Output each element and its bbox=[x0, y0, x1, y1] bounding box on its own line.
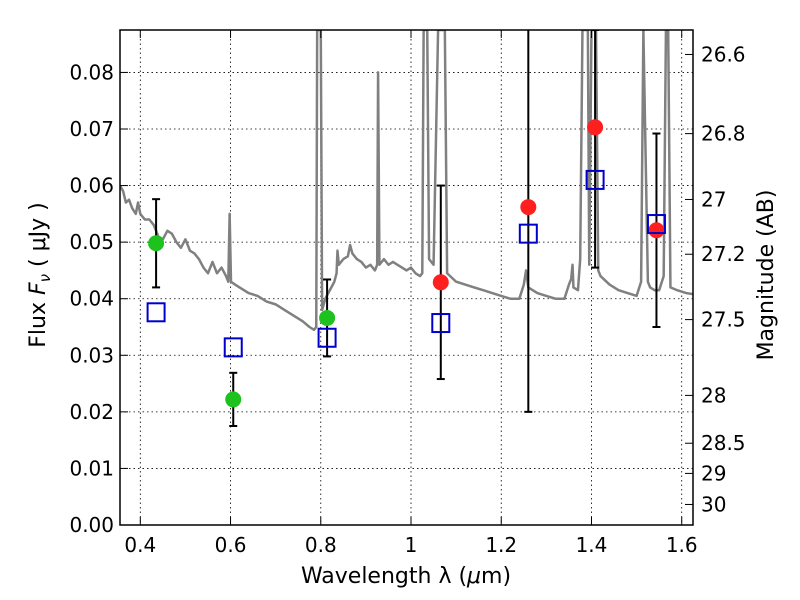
y-tick-label: 0.07 bbox=[69, 117, 114, 141]
y-tick-label: 0.03 bbox=[69, 343, 114, 367]
data-point-circle bbox=[648, 222, 665, 239]
data-point-circle bbox=[520, 199, 537, 216]
x-tick-label: 1 bbox=[405, 533, 418, 557]
data-point-square bbox=[223, 337, 243, 358]
y-tick-label: 0.05 bbox=[69, 230, 114, 254]
data-point-square bbox=[646, 214, 666, 235]
y2-tick-label: 26.6 bbox=[701, 42, 746, 66]
x-tick-label: 0.8 bbox=[305, 533, 337, 557]
data-point-circle bbox=[148, 235, 165, 252]
data-point-circle bbox=[225, 391, 242, 408]
y2-axis-label: Magnitude (AB) bbox=[754, 190, 779, 361]
y-tick-label: 0.08 bbox=[69, 60, 114, 84]
y-tick-label: 0.01 bbox=[69, 456, 114, 480]
model-spectrum-line bbox=[120, 30, 693, 332]
y-tick-label: 0.00 bbox=[69, 513, 114, 537]
data-point-circle bbox=[432, 274, 449, 291]
x-tick-label: 1.6 bbox=[666, 533, 698, 557]
data-layer bbox=[120, 30, 693, 427]
data-point-square bbox=[146, 302, 166, 323]
y2-tick-label: 27.5 bbox=[701, 308, 746, 332]
data-point-circle bbox=[319, 309, 336, 326]
x-tick-label: 0.6 bbox=[215, 533, 247, 557]
y-tick-label: 0.04 bbox=[69, 287, 114, 311]
data-point-circle bbox=[587, 119, 604, 136]
y-tick-label: 0.06 bbox=[69, 174, 114, 198]
data-point-square bbox=[431, 313, 451, 334]
data-point-square bbox=[518, 223, 538, 244]
y-axis-label: Flux Fν ( μJy ) bbox=[26, 202, 54, 347]
x-tick-label: 0.4 bbox=[124, 533, 156, 557]
x-tick-label: 1.4 bbox=[576, 533, 608, 557]
axes-frame bbox=[119, 29, 694, 526]
x-tick-label: 1.2 bbox=[485, 533, 517, 557]
y2-tick-label: 26.8 bbox=[701, 122, 746, 146]
y2-tick-label: 28.5 bbox=[701, 431, 746, 455]
plot-area: 0.4 0.6 0.8 1 1.2 1.4 1.6 0.00 0.01 0.02 0.03 0.04 0… bbox=[69, 29, 746, 557]
y2-tick-label: 27.2 bbox=[701, 242, 746, 266]
data-point-square bbox=[317, 327, 337, 348]
y2-tick-label: 28 bbox=[701, 383, 726, 407]
y2-tick-label: 30 bbox=[701, 492, 726, 516]
data-point-square bbox=[585, 169, 605, 190]
x-axis-label: Wavelength λ (μm) bbox=[301, 564, 511, 589]
y2-tick-label: 27 bbox=[701, 187, 726, 211]
y2-tick-label: 29 bbox=[701, 461, 726, 485]
y-tick-label: 0.02 bbox=[69, 400, 114, 424]
